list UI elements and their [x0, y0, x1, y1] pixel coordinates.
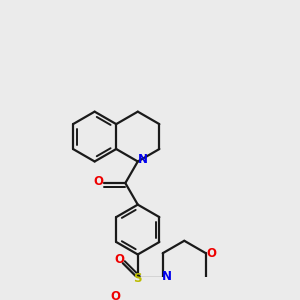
- Text: O: O: [94, 175, 103, 188]
- Text: O: O: [114, 253, 124, 266]
- Text: S: S: [134, 272, 142, 285]
- Text: N: N: [137, 153, 147, 166]
- Text: N: N: [161, 270, 171, 283]
- Text: O: O: [206, 247, 216, 260]
- Text: O: O: [110, 290, 120, 300]
